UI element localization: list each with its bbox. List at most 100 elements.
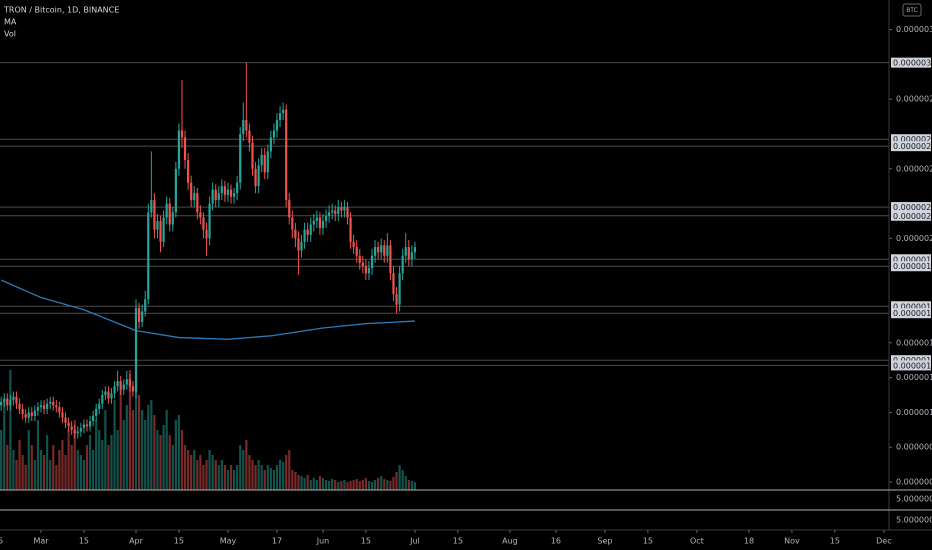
candle-body	[92, 415, 95, 422]
candle-body	[153, 200, 156, 230]
volume-bar	[340, 481, 343, 490]
x-tick-label: Aug	[502, 537, 518, 546]
candle-body	[33, 410, 36, 416]
candle-body	[340, 207, 343, 211]
volume-bar	[131, 410, 135, 490]
level-label: 0.00000257	[893, 135, 932, 144]
candle-body	[318, 217, 322, 228]
volume-bar	[61, 440, 64, 490]
volume-bar	[355, 479, 358, 490]
candle-body	[116, 381, 119, 387]
candle-body	[214, 189, 217, 201]
volume-bar	[407, 480, 410, 490]
volume-bar	[168, 435, 171, 490]
volume-bar	[413, 482, 417, 490]
volume-bar	[107, 445, 110, 490]
candle-body	[364, 266, 367, 274]
candle-body	[104, 391, 107, 395]
volume-bar	[312, 478, 315, 490]
volume-bar	[358, 481, 361, 490]
volume-bar	[223, 465, 226, 490]
volume-bar	[343, 480, 346, 490]
candle-body	[349, 217, 352, 242]
volume-bar	[236, 465, 239, 490]
volume-bar	[193, 450, 196, 490]
candle-body	[272, 130, 276, 138]
candle-body	[321, 220, 325, 228]
volume-bar	[3, 400, 6, 490]
volume-bar	[30, 445, 33, 490]
candle-body	[187, 160, 190, 183]
candle-body	[236, 182, 239, 194]
candle-body	[125, 379, 128, 385]
volume-bar	[76, 450, 79, 490]
candle-body	[303, 229, 306, 242]
level-label: 0.00000253	[893, 142, 932, 151]
volume-bar	[202, 465, 205, 490]
volume-bar	[367, 481, 371, 490]
volume-bar	[82, 460, 86, 490]
level-label-box	[891, 360, 931, 371]
candle-body	[55, 405, 58, 408]
volume-bar	[395, 472, 398, 490]
volume-bar	[214, 460, 217, 490]
candle-body	[150, 200, 153, 213]
candle-body	[156, 220, 159, 230]
volume-bar	[110, 435, 113, 490]
volume-bar	[291, 470, 294, 490]
volume-bar	[9, 370, 12, 490]
candle-body	[278, 113, 282, 121]
candle-body	[300, 241, 303, 251]
currency-label[interactable]: BTC	[906, 7, 918, 14]
y-tick-label: 0.00000100	[896, 408, 932, 417]
volume-bar	[251, 460, 254, 490]
y-tick-label: 0.00000080	[896, 443, 932, 452]
volume-bar	[15, 460, 18, 490]
candle-body	[328, 212, 331, 216]
candle-body	[254, 168, 257, 187]
candle-body	[331, 210, 334, 213]
volume-bar	[334, 480, 337, 490]
volume-bar	[92, 450, 95, 490]
x-tick-label: Apr	[129, 537, 144, 546]
volume-bar	[275, 465, 279, 490]
ma-line	[0, 279, 415, 340]
candle-body	[67, 422, 70, 427]
candle-body	[144, 299, 147, 312]
volume-bar	[199, 455, 202, 490]
candle-body	[46, 403, 49, 409]
candle-body	[101, 394, 104, 404]
volume-bar	[58, 450, 61, 490]
volume-bar	[27, 430, 30, 490]
candle-body	[248, 130, 251, 143]
volume-bar	[324, 480, 328, 490]
volume-bar	[404, 476, 407, 490]
candle-body	[245, 120, 248, 131]
candle-body	[251, 142, 254, 169]
volume-bar	[95, 420, 98, 490]
volume-bar	[64, 455, 67, 490]
candle-body	[383, 245, 386, 256]
volume-bar	[303, 478, 306, 490]
candle-body	[263, 154, 266, 173]
volume-bar	[309, 480, 312, 490]
indicator-label: Vol	[4, 30, 16, 39]
candle-body	[107, 391, 110, 399]
candle-body	[12, 396, 15, 401]
volume-bar	[370, 482, 374, 490]
currency-box[interactable]	[902, 3, 922, 17]
candle-body	[208, 203, 211, 239]
x-tick-label: 15	[174, 537, 184, 546]
x-tick-label: 15	[453, 537, 463, 546]
candle-body	[229, 189, 233, 197]
candle-body	[220, 186, 223, 194]
candle-body	[85, 424, 89, 427]
candle-body	[27, 412, 30, 418]
candle-body	[18, 403, 21, 409]
volume-bar	[300, 476, 303, 490]
y-tick-label: 0.00000320	[896, 25, 932, 34]
volume-bar	[315, 480, 318, 490]
candle-body	[64, 417, 67, 423]
